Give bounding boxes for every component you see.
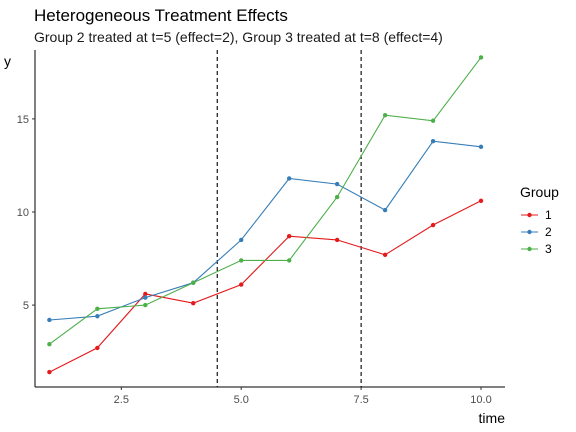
legend-key-point: [527, 246, 532, 252]
data-point-group-3: [239, 258, 244, 263]
data-point-group-1: [478, 198, 484, 204]
x-tick-label: 5.0: [234, 394, 249, 406]
plot-area: [47, 50, 484, 387]
data-point-group-3: [478, 55, 484, 60]
data-point-group-2: [143, 295, 148, 300]
data-point-group-2: [239, 237, 244, 243]
data-point-group-3: [95, 306, 100, 312]
data-point-group-2: [47, 317, 52, 323]
data-point-group-3: [143, 302, 148, 308]
data-point-group-3: [430, 118, 436, 123]
data-point-group-2: [430, 139, 436, 144]
x-tick-label: 7.5: [353, 394, 368, 406]
data-point-group-1: [286, 233, 292, 239]
legend-title: Group: [520, 184, 559, 200]
data-point-group-1: [430, 222, 436, 228]
legend-label: 1: [545, 208, 552, 222]
data-point-group-1: [239, 282, 244, 287]
legend: Group 1 2 3: [520, 184, 559, 256]
legend-label: 3: [545, 242, 552, 256]
data-point-group-1: [334, 237, 340, 243]
chart-subtitle: Group 2 treated at t=5 (effect=2), Group…: [34, 29, 443, 45]
chart-title: Heterogeneous Treatment Effects: [34, 6, 288, 25]
series-line-group-1: [49, 200, 482, 373]
data-point-group-2: [286, 176, 292, 181]
data-point-group-3: [191, 280, 196, 285]
x-tick-label: 10.0: [470, 394, 491, 406]
data-point-group-1: [95, 345, 100, 351]
data-point-group-3: [382, 112, 388, 118]
series-line-group-2: [49, 140, 482, 321]
legend-key-point: [527, 212, 532, 218]
data-point-group-1: [47, 369, 52, 375]
x-tick-label: 2.5: [114, 394, 129, 406]
data-point-group-3: [334, 194, 340, 200]
data-point-group-2: [95, 314, 100, 319]
data-point-group-2: [382, 207, 388, 213]
data-point-group-1: [143, 291, 148, 297]
data-point-group-2: [478, 144, 484, 150]
data-point-group-1: [382, 252, 388, 258]
x-axis-title: time: [479, 410, 506, 426]
series-line-group-3: [49, 57, 482, 345]
y-tick-label: 15: [17, 114, 29, 126]
legend-key-point: [527, 229, 532, 235]
data-point-group-3: [286, 258, 292, 263]
y-tick-label: 5: [23, 300, 29, 312]
y-axis-title: y: [4, 53, 11, 69]
legend-label: 2: [545, 225, 552, 239]
data-point-group-1: [191, 301, 196, 306]
y-tick-label: 10: [17, 207, 29, 219]
data-point-group-2: [334, 181, 340, 187]
data-point-group-3: [47, 341, 52, 347]
